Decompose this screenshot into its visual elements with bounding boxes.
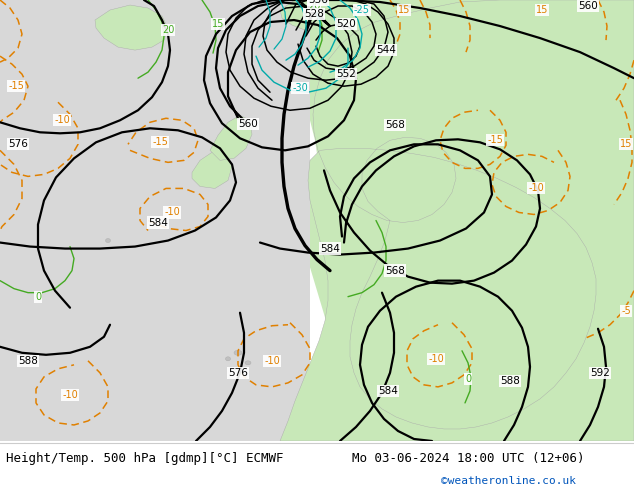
Text: -10: -10 — [428, 354, 444, 364]
Text: -15: -15 — [8, 81, 24, 91]
Polygon shape — [95, 5, 168, 50]
Text: 588: 588 — [18, 356, 38, 366]
Text: 576: 576 — [228, 368, 248, 378]
Text: -15: -15 — [487, 135, 503, 146]
Text: ©weatheronline.co.uk: ©weatheronline.co.uk — [441, 476, 576, 486]
Text: Mo 03-06-2024 18:00 UTC (12+06): Mo 03-06-2024 18:00 UTC (12+06) — [352, 452, 585, 465]
Text: 15: 15 — [398, 5, 410, 15]
Polygon shape — [280, 0, 634, 441]
Text: -10: -10 — [528, 183, 544, 194]
Text: Height/Temp. 500 hPa [gdmp][°C] ECMWF: Height/Temp. 500 hPa [gdmp][°C] ECMWF — [6, 452, 284, 465]
Ellipse shape — [226, 357, 231, 361]
Text: 584: 584 — [378, 386, 398, 396]
Text: -30: -30 — [292, 83, 308, 93]
Text: 0: 0 — [465, 374, 471, 384]
Text: -10: -10 — [264, 356, 280, 366]
Text: 15: 15 — [620, 139, 632, 149]
Text: 528: 528 — [304, 9, 324, 19]
Text: 20: 20 — [162, 25, 174, 35]
Text: -25: -25 — [354, 5, 370, 15]
Text: 552: 552 — [336, 69, 356, 79]
Text: 0: 0 — [35, 292, 41, 302]
Text: 576: 576 — [8, 139, 28, 149]
Text: 15: 15 — [212, 19, 224, 29]
Text: 520: 520 — [336, 19, 356, 29]
Polygon shape — [280, 0, 310, 30]
Text: 536: 536 — [308, 0, 328, 5]
Ellipse shape — [234, 350, 242, 355]
Text: 584: 584 — [148, 218, 168, 227]
Polygon shape — [298, 0, 634, 441]
Text: 15: 15 — [536, 5, 548, 15]
Text: 592: 592 — [590, 368, 610, 378]
Text: 584: 584 — [320, 244, 340, 253]
Text: 544: 544 — [376, 45, 396, 55]
Text: 588: 588 — [500, 376, 520, 386]
Text: 568: 568 — [385, 120, 405, 130]
Text: -10: -10 — [54, 115, 70, 125]
Text: -10: -10 — [62, 390, 78, 400]
Text: -10: -10 — [164, 207, 180, 218]
Ellipse shape — [105, 239, 110, 243]
Text: -5: -5 — [621, 306, 631, 316]
Text: 568: 568 — [385, 266, 405, 275]
Text: -15: -15 — [152, 137, 168, 147]
Text: 560: 560 — [578, 1, 598, 11]
Text: 560: 560 — [238, 119, 258, 129]
Polygon shape — [0, 0, 310, 441]
Text: 20: 20 — [308, 1, 320, 11]
Ellipse shape — [245, 361, 251, 365]
Polygon shape — [192, 152, 232, 189]
Polygon shape — [210, 115, 252, 160]
